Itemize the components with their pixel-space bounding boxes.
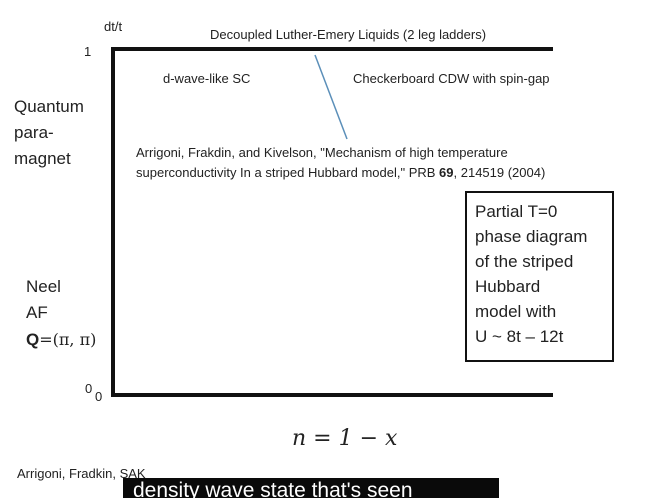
box-line-2: phase diagram	[475, 227, 588, 246]
neel-af-line-1: Neel	[26, 277, 61, 296]
quantum-paramagnet-line-2: para-	[14, 123, 54, 142]
quantum-paramagnet-line-1: Quantum	[14, 97, 84, 116]
reference-pages: , 214519 (2004)	[453, 165, 546, 180]
box-line-6: U ~ 8t – 12t	[475, 327, 564, 346]
y-axis-tick-bottom: 0	[85, 381, 93, 396]
neel-af-line-2: AF	[26, 303, 48, 322]
d-wave-sc-label: d-wave-like SC	[163, 71, 251, 86]
quantum-paramagnet-line-3: magnet	[14, 149, 71, 168]
top-phase-label: Decoupled Luther-Emery Liquids (2 leg la…	[210, 27, 487, 42]
phase-diagram-note-box: Partial T=0 phase diagram of the striped…	[465, 191, 614, 362]
checkerboard-cdw-label: Checkerboard CDW with spin-gap	[353, 71, 550, 86]
video-caption-bar: density wave state that's seen	[123, 478, 499, 498]
top-phase-boundary	[111, 47, 553, 51]
box-line-3: of the striped	[475, 252, 574, 271]
x-axis-label: n = 1 − x	[292, 426, 398, 451]
x-axis-line	[111, 393, 553, 397]
wavevector-value: =(π, π)	[39, 330, 97, 349]
y-axis-label: dt/t	[104, 19, 123, 34]
y-axis-line	[111, 47, 115, 397]
box-line-5: model with	[475, 302, 557, 321]
x-axis-tick-origin: 0	[95, 389, 103, 404]
box-line-4: Hubbard	[475, 277, 541, 296]
reference-line-2: superconductivity In a striped Hubbard m…	[136, 165, 545, 180]
neel-af-wavevector: Q=(π, π)	[26, 329, 96, 351]
y-axis-tick-top: 1	[84, 44, 92, 59]
video-caption-text: density wave state that's seen	[133, 479, 413, 498]
wavevector-symbol: Q	[26, 330, 40, 349]
reference-volume: 69	[439, 165, 454, 180]
reference-line-1: Arrigoni, Frakdin, and Kivelson, "Mechan…	[136, 145, 508, 160]
reference-journal: superconductivity In a striped Hubbard m…	[136, 165, 440, 180]
box-line-1: Partial T=0	[475, 202, 558, 221]
footer-credit: Arrigoni, Fradkin, SAK	[17, 466, 146, 481]
